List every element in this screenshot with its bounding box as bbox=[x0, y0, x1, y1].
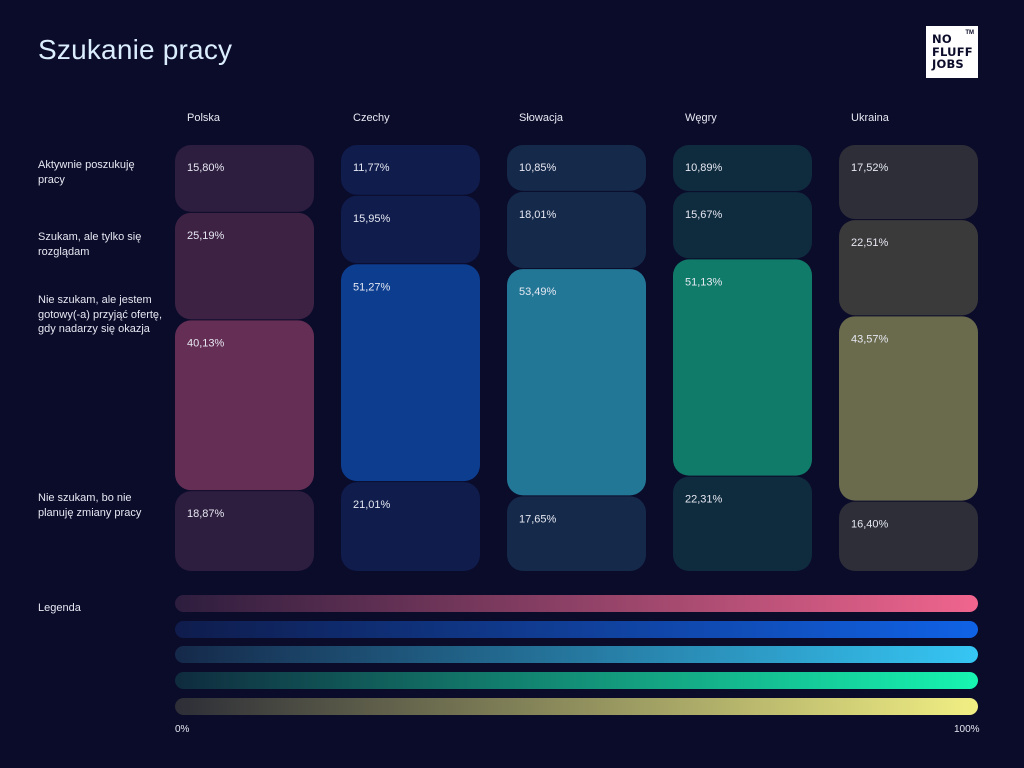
data-label-polska-2: 25,19% bbox=[187, 230, 225, 242]
logo-line-1: NO bbox=[932, 32, 952, 46]
data-label-czechy-4: 21,01% bbox=[353, 499, 391, 511]
legend-label: Legenda bbox=[38, 602, 81, 614]
column-header-polska: Polska bbox=[187, 112, 221, 124]
legend-gradient-bar-czechy bbox=[175, 621, 978, 638]
legend-max-label: 100% bbox=[954, 724, 980, 735]
legend-gradient-bar-polska bbox=[175, 595, 978, 612]
row-label-open-to-offers: Nie szukam, ale jestem gotowy(-a) przyją… bbox=[38, 294, 163, 335]
data-label-slowacja-2: 18,01% bbox=[519, 209, 557, 221]
page-title: Szukanie pracy bbox=[38, 34, 233, 65]
data-label-czechy-3: 51,27% bbox=[353, 281, 391, 293]
bar-segment-czechy-3 bbox=[341, 264, 480, 482]
bar-segment-polska-4 bbox=[175, 491, 314, 571]
bar-segment-ukraina-3 bbox=[839, 316, 978, 501]
bar-segment-wegry-2 bbox=[673, 192, 812, 259]
legend-gradient-bar-ukraina bbox=[175, 698, 978, 715]
data-label-czechy-2: 15,95% bbox=[353, 213, 391, 225]
data-label-ukraina-4: 16,40% bbox=[851, 519, 889, 531]
logo-line-2: FLUFF bbox=[932, 44, 973, 59]
data-label-slowacja-3: 53,49% bbox=[519, 286, 557, 298]
trademark-mark: TM bbox=[965, 30, 974, 36]
row-label-not-searching: Nie szukam, bo nie planuję zmiany pracy bbox=[38, 492, 142, 519]
column-header-ukraina: Ukraina bbox=[851, 112, 889, 124]
data-label-ukraina-3: 43,57% bbox=[851, 333, 889, 345]
bar-segment-slowacja-4 bbox=[507, 496, 646, 571]
bar-segment-wegry-1 bbox=[673, 145, 812, 192]
bar-segment-slowacja-1 bbox=[507, 145, 646, 191]
legend-min-label: 0% bbox=[175, 724, 190, 735]
data-label-polska-3: 40,13% bbox=[187, 337, 225, 349]
data-label-polska-4: 18,87% bbox=[187, 508, 225, 520]
bar-segment-wegry-4 bbox=[673, 476, 812, 571]
stacked-bar-chart: 15,80% 25,19% 40,13% 18,87% 11,77% 15,95% 51,2… bbox=[175, 145, 978, 571]
legend-gradient-bar-wegry bbox=[175, 672, 978, 689]
data-label-wegry-1: 10,89% bbox=[685, 162, 723, 174]
column-header-czechy: Czechy bbox=[353, 112, 390, 124]
bar-segment-ukraina-4 bbox=[839, 501, 978, 571]
bar-segment-czechy-4 bbox=[341, 482, 480, 571]
data-label-czechy-1: 11,77% bbox=[353, 162, 390, 174]
bar-segment-slowacja-3 bbox=[507, 269, 646, 496]
bar-segment-ukraina-1 bbox=[839, 145, 978, 220]
bar-segment-ukraina-2 bbox=[839, 220, 978, 316]
row-label-browsing: Szukam, ale tylko się rozglądam bbox=[38, 231, 142, 258]
no-fluff-jobs-logo: NO FLUFF JOBS TM bbox=[926, 26, 978, 78]
bar-segment-polska-3 bbox=[175, 320, 314, 491]
bar-segment-czechy-1 bbox=[341, 145, 480, 195]
data-label-wegry-3: 51,13% bbox=[685, 276, 723, 288]
legend-gradient-bar-slowacja bbox=[175, 646, 978, 663]
bar-segment-wegry-3 bbox=[673, 259, 812, 476]
column-header-wegry: Węgry bbox=[685, 112, 717, 124]
data-label-wegry-4: 22,31% bbox=[685, 494, 723, 506]
data-label-polska-1: 15,80% bbox=[187, 162, 225, 174]
bar-segment-czechy-2 bbox=[341, 195, 480, 264]
data-label-slowacja-1: 10,85% bbox=[519, 162, 557, 174]
data-label-ukraina-2: 22,51% bbox=[851, 237, 889, 249]
data-label-ukraina-1: 17,52% bbox=[851, 162, 889, 174]
logo-line-3: JOBS bbox=[932, 57, 964, 71]
row-label-actively-searching: Aktywnie poszukuję pracy bbox=[38, 159, 135, 186]
data-label-wegry-2: 15,67% bbox=[685, 209, 723, 221]
bar-segment-slowacja-2 bbox=[507, 191, 646, 269]
data-label-slowacja-4: 17,65% bbox=[519, 513, 557, 525]
bar-segment-polska-1 bbox=[175, 145, 314, 212]
bar-segment-polska-2 bbox=[175, 212, 314, 320]
column-header-slowacja: Słowacja bbox=[519, 112, 564, 124]
